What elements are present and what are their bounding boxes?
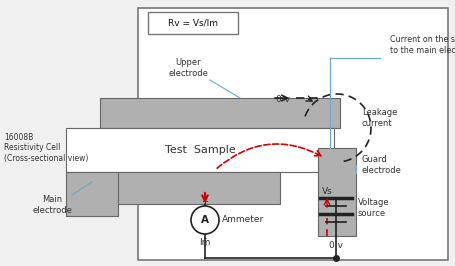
Text: Im: Im	[199, 238, 210, 247]
Bar	[148, 12, 238, 34]
Text: Current on the surface
to the main electrode: Current on the surface to the main elect…	[389, 35, 455, 55]
Text: +: +	[201, 197, 208, 206]
Bar	[100, 98, 339, 128]
Bar	[138, 8, 447, 260]
Bar	[118, 172, 279, 204]
Text: Ammeter: Ammeter	[222, 215, 263, 225]
Text: 16008B
Resistivity Cell
(Cross-sectional view): 16008B Resistivity Cell (Cross-sectional…	[4, 133, 88, 163]
Text: 0 v: 0 v	[275, 95, 289, 105]
Circle shape	[191, 206, 218, 234]
Text: A: A	[201, 215, 208, 225]
Bar	[317, 148, 355, 236]
Text: Leakage
current: Leakage current	[361, 108, 396, 128]
Text: Vs: Vs	[322, 188, 332, 197]
Text: Test  Sample: Test Sample	[164, 145, 235, 155]
Text: 0 v: 0 v	[328, 241, 342, 250]
Text: Rv = Vs/Im: Rv = Vs/Im	[167, 19, 217, 27]
Text: Guard
electrode: Guard electrode	[361, 155, 401, 175]
Text: Voltage
source: Voltage source	[357, 198, 389, 218]
Text: Main
electrode: Main electrode	[32, 195, 72, 215]
Bar	[66, 128, 333, 172]
Text: Upper
electrode: Upper electrode	[168, 58, 207, 78]
Bar	[66, 172, 118, 216]
Text: -: -	[203, 234, 206, 243]
